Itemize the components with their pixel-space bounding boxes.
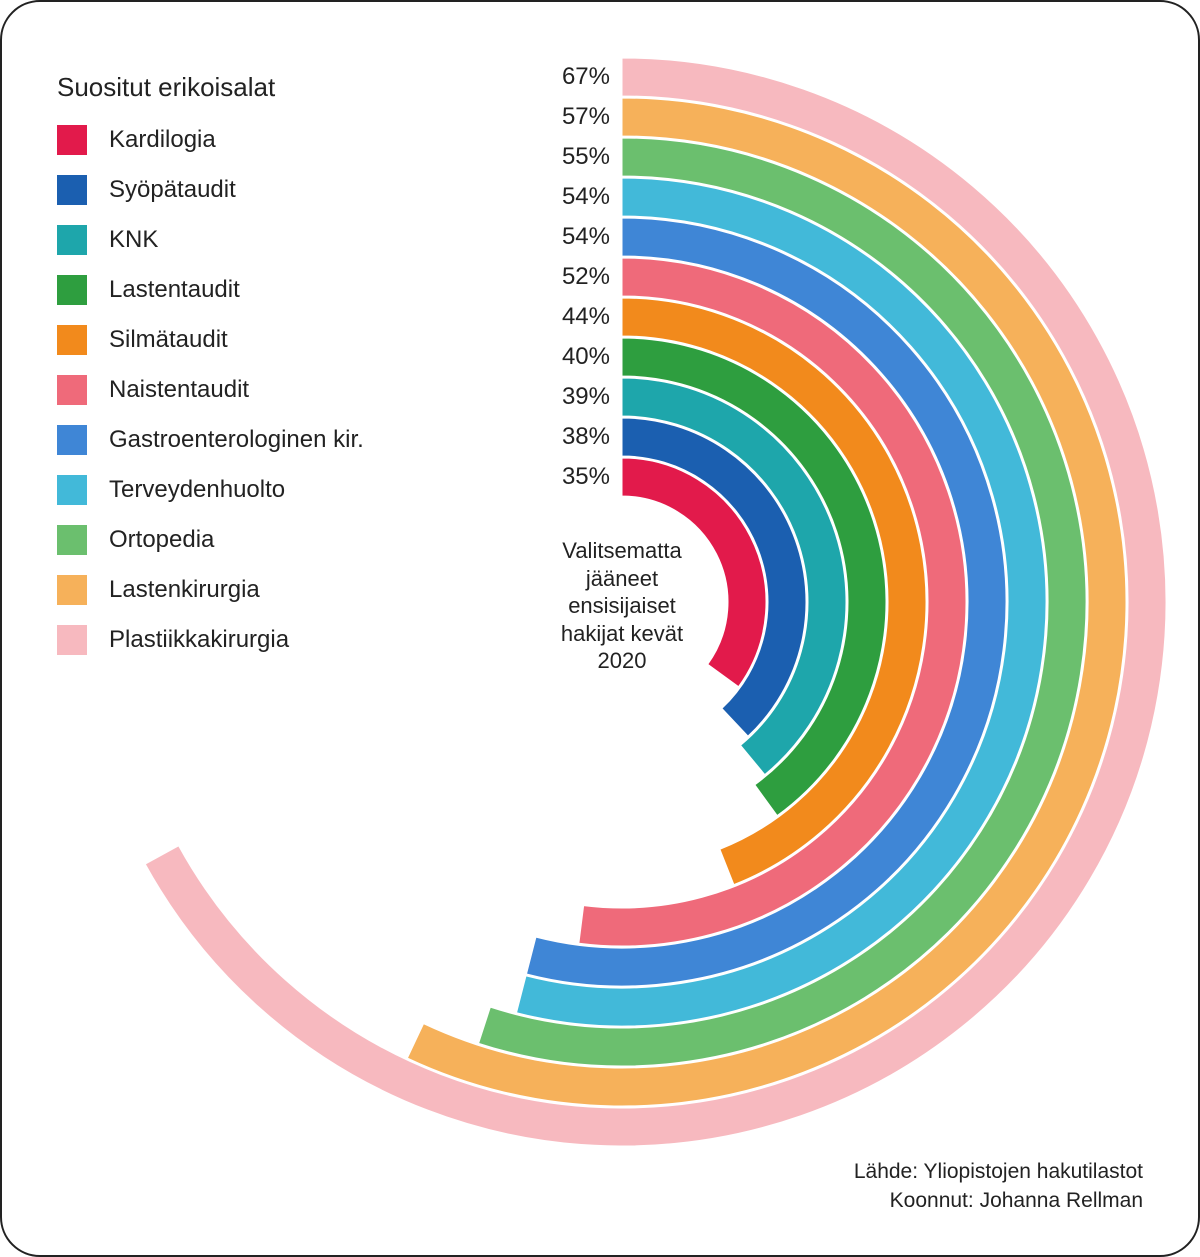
chart-center-label: Valitsematta jääneet ensisijaiset hakija… <box>527 537 717 675</box>
bar-value-label: 39% <box>550 383 610 411</box>
bar-value-label: 52% <box>550 263 610 291</box>
chart-source: Lähde: Yliopistojen hakutilastot Koonnut… <box>854 1158 1143 1215</box>
bar-value-label: 57% <box>550 103 610 131</box>
bar-value-label: 54% <box>550 183 610 211</box>
bar-value-label: 40% <box>550 343 610 371</box>
bar-value-label: 67% <box>550 63 610 91</box>
bar-value-label: 35% <box>550 463 610 491</box>
chart-frame: Suositut erikoisalat KardilogiaSyöpätaud… <box>0 0 1200 1257</box>
source-line: Lähde: Yliopistojen hakutilastot <box>854 1158 1143 1186</box>
bar-value-label: 55% <box>550 143 610 171</box>
bar-value-label: 44% <box>550 303 610 331</box>
bar-value-label: 54% <box>550 223 610 251</box>
source-line: Koonnut: Johanna Rellman <box>854 1187 1143 1215</box>
bar-value-label: 38% <box>550 423 610 451</box>
